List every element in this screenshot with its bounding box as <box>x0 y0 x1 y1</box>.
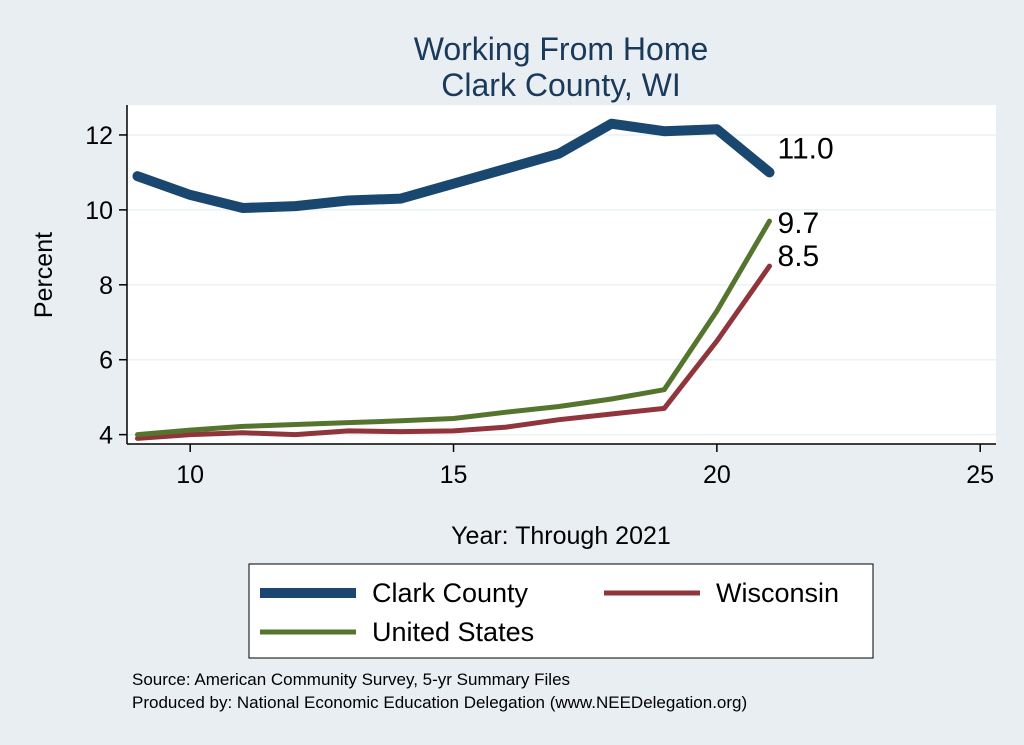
chart-title-line-1: Working From Home <box>414 31 709 67</box>
legend-box <box>248 563 874 659</box>
x-axis-label: Year: Through 2021 <box>451 522 671 550</box>
series-line-united-states <box>135 218 772 438</box>
x-tick-label-10: 10 <box>176 461 204 489</box>
series-line-clark-county <box>132 118 775 213</box>
source-note: Source: American Community Survey, 5-yr … <box>132 670 570 689</box>
legend-label-clark-county: Clark County <box>372 578 529 608</box>
x-tick-label-15: 15 <box>440 461 468 489</box>
y-axis-label: Percent <box>30 232 58 318</box>
end-labels: 11.0 8.59.7 <box>778 132 834 273</box>
legend-label-united-states: United States <box>372 617 534 647</box>
producer-note: Produced by: National Economic Education… <box>132 693 747 712</box>
series-line-wisconsin <box>135 263 772 441</box>
end-label-clark-county: 11.0 <box>778 132 834 165</box>
end-label-wisconsin: 8.5 <box>778 240 820 273</box>
y-tick-label-10: 10 <box>85 197 113 225</box>
axes: 4 6 8 10 12 10 15 20 25 <box>85 105 996 489</box>
x-tick-label-20: 20 <box>703 461 731 489</box>
chart-title-line-2: Clark County, WI <box>441 67 680 103</box>
y-tick-label-4: 4 <box>99 422 113 450</box>
y-tick-label-8: 8 <box>99 272 113 300</box>
y-tick-label-6: 6 <box>99 347 113 375</box>
y-tick-label-12: 12 <box>85 122 113 150</box>
end-label-united-states: 9.7 <box>778 207 820 240</box>
series-lines <box>132 118 775 441</box>
x-tick-label-25: 25 <box>966 461 994 489</box>
legend: Clark County Wisconsin United States <box>248 563 874 659</box>
legend-label-wisconsin: Wisconsin <box>716 578 839 608</box>
plot-area <box>127 105 996 444</box>
